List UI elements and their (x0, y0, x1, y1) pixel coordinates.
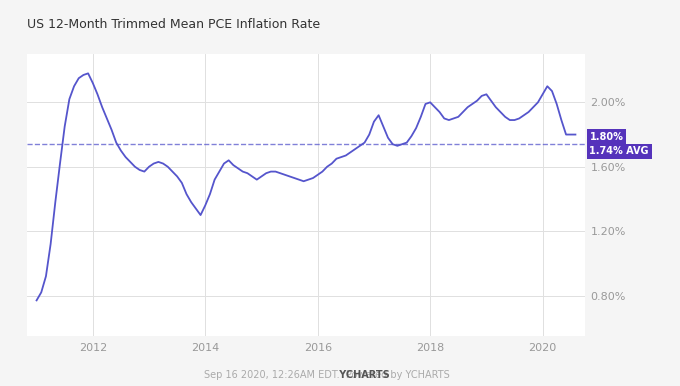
Text: Sep 16 2020, 12:26AM EDT.  Powered by YCHARTS: Sep 16 2020, 12:26AM EDT. Powered by YCH… (204, 370, 449, 380)
Text: 1.80%: 1.80% (590, 132, 624, 142)
Text: US 12-Month Trimmed Mean PCE Inflation Rate: US 12-Month Trimmed Mean PCE Inflation R… (27, 18, 320, 31)
Text: 1.74% AVG: 1.74% AVG (590, 146, 649, 156)
Text: YCHARTS: YCHARTS (211, 370, 390, 380)
